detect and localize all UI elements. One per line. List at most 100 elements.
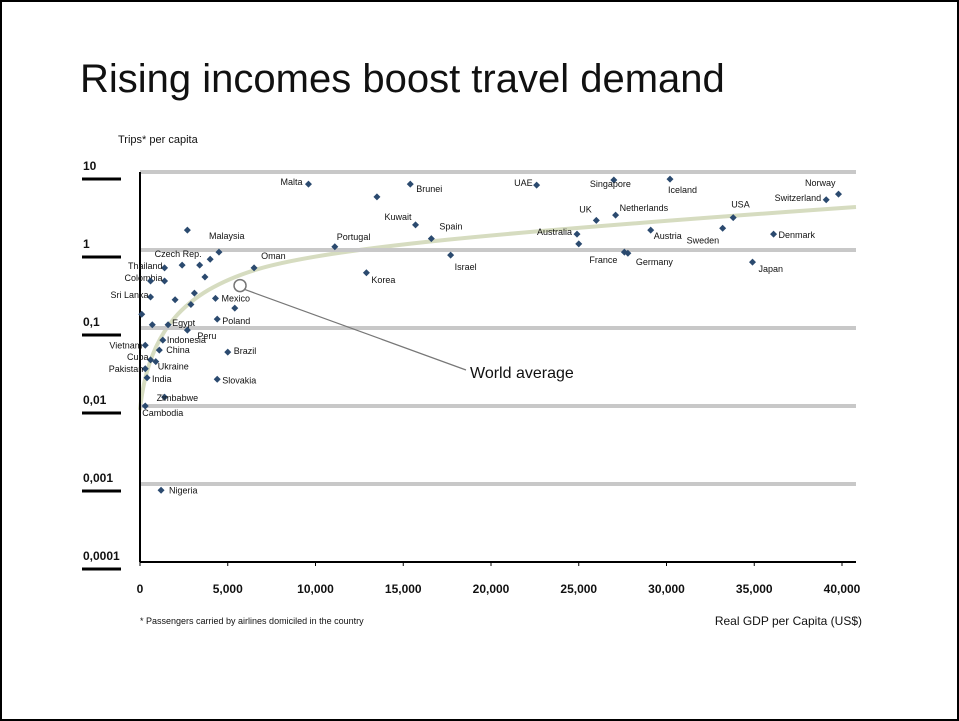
point-label: Switzerland [775,193,822,203]
y-tick-label: 0,01 [83,393,107,407]
x-tick-label: 0 [137,582,144,596]
data-point [159,336,167,344]
data-point [187,301,195,309]
data-point [719,224,727,232]
point-label: Brazil [234,346,257,356]
data-point [196,261,204,269]
y-tick-label: 1 [83,237,90,251]
y-tick-label: 10 [83,159,97,173]
point-label: Denmark [779,230,816,240]
y-axis-label: Trips* per capita [118,134,199,146]
data-point [148,321,156,329]
point-label: Nigeria [169,485,198,495]
point-label: Cambodia [142,408,183,418]
callout-line [244,288,467,371]
data-point [592,216,600,224]
data-point [190,289,198,297]
point-label: China [166,345,190,355]
point-label: Poland [222,316,250,326]
data-point [533,181,541,189]
point-label: Czech Rep. [155,249,202,259]
point-label: Korea [371,275,395,285]
data-point [152,358,160,366]
data-point [183,326,191,334]
x-tick-label: 30,000 [648,582,685,596]
data-point [161,277,169,285]
data-point [373,193,381,201]
data-point [822,196,830,204]
point-label: Australia [537,227,572,237]
x-tick-label: 20,000 [473,582,510,596]
footnote: * Passengers carried by airlines domicil… [140,616,364,626]
data-point [215,248,223,256]
y-tick-label: 0,1 [83,315,100,329]
point-label: Germany [636,257,674,267]
data-point [161,264,169,272]
point-label: UK [579,204,592,214]
callout-label: World average [470,365,574,382]
data-point [211,294,219,302]
point-label: Cuba [127,352,149,362]
x-tick-label: 10,000 [297,582,334,596]
point-label: Pakistan [109,364,144,374]
point-label: France [589,255,617,265]
data-point [213,315,221,323]
point-label: Vietnam [109,340,142,350]
data-point [183,226,191,234]
data-point [155,346,163,354]
data-point [147,293,155,301]
data-point [141,365,149,373]
slide-title: Rising incomes boost travel demand [80,57,725,101]
point-label: Oman [261,251,286,261]
data-point [143,374,151,382]
data-point [647,226,655,234]
y-tick-label: 0,001 [83,471,113,485]
data-point [206,255,214,263]
point-label: Spain [439,222,462,232]
point-label: Netherlands [620,203,669,213]
point-label: India [152,374,172,384]
data-point [157,486,165,494]
data-point [138,310,146,318]
data-point [304,180,312,188]
point-label: Ukraine [158,362,189,372]
point-label: Austria [654,231,682,241]
point-label: Kuwait [385,212,413,222]
data-point [834,190,842,198]
y-tick-label: 0,0001 [83,549,120,563]
point-label: Slovakia [222,375,256,385]
point-label: Mexico [221,293,250,303]
point-label: Norway [805,178,836,188]
point-label: Egypt [172,318,196,328]
data-point [161,393,169,401]
x-tick-label: 25,000 [560,582,597,596]
point-label: Brunei [416,184,442,194]
data-point [612,211,620,219]
point-label: Sri Lanka [110,290,148,300]
data-point [624,249,632,257]
point-label: Thailand [128,261,163,271]
point-label: Malta [280,177,302,187]
point-label: Israel [455,262,477,272]
point-label: Sweden [687,235,720,245]
point-label: Zimbabwe [157,393,199,403]
data-point [427,235,435,243]
data-point [141,341,149,349]
data-point [748,258,756,266]
point-label: Peru [197,331,216,341]
data-point [610,176,618,184]
data-point [213,375,221,383]
data-point [164,321,172,329]
data-point [178,261,186,269]
data-point [666,175,674,183]
data-point [171,296,179,304]
data-point [406,180,414,188]
point-label: Singapore [590,179,631,189]
data-point [770,230,778,238]
data-point [250,264,258,272]
data-point [147,277,155,285]
point-label: Iceland [668,185,697,195]
x-tick-label: 5,000 [213,582,243,596]
point-label: Portugal [337,232,371,242]
